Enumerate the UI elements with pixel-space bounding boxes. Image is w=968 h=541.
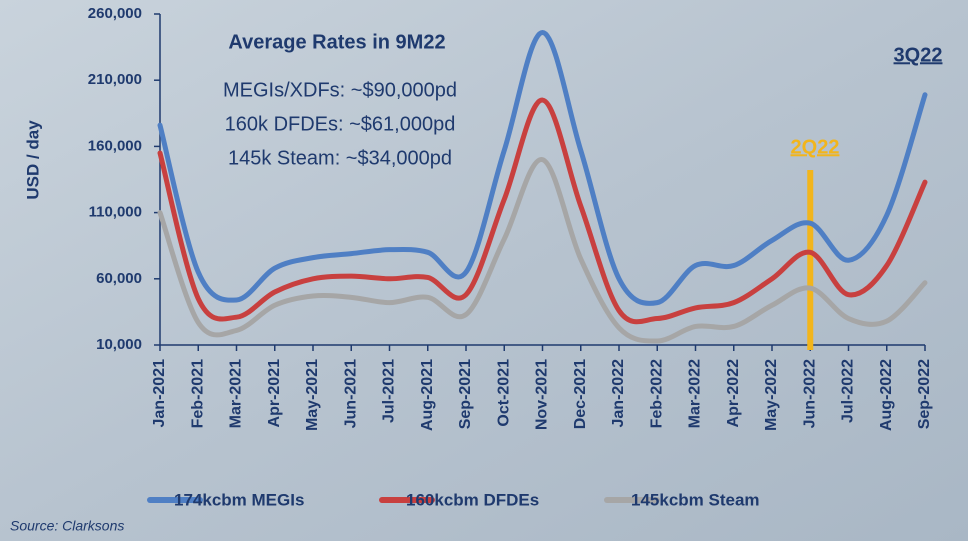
x-tick-label: Jan-2021 bbox=[151, 359, 168, 428]
series-line bbox=[157, 30, 928, 306]
annotation-title: Average Rates in 9M22 bbox=[228, 31, 445, 53]
legend-label: 160kcbm DFDEs bbox=[406, 490, 539, 509]
x-tick-label: Dec-2021 bbox=[572, 359, 589, 429]
x-tick-label: Jun-2022 bbox=[801, 359, 818, 428]
x-tick-label: Aug-2021 bbox=[419, 359, 436, 431]
series-line bbox=[157, 157, 928, 344]
source: Source: Clarksons bbox=[10, 518, 124, 534]
x-tick-label: Oct-2021 bbox=[495, 359, 512, 427]
x-tick-label: Feb-2022 bbox=[648, 359, 665, 428]
x-tick-label: Nov-2021 bbox=[534, 359, 551, 430]
annotation: MEGIs/XDFs: ~$90,000pd bbox=[223, 79, 457, 101]
x-tick-label: Apr-2022 bbox=[725, 359, 742, 428]
y-tick-label: 60,000 bbox=[96, 270, 142, 287]
x-tick-label: Jul-2021 bbox=[381, 359, 398, 423]
y-tick-label: 160,000 bbox=[88, 137, 142, 154]
y-tick-label: 210,000 bbox=[88, 71, 142, 88]
y-axis-label: USD / day bbox=[23, 120, 42, 200]
series-line bbox=[157, 97, 928, 325]
legend-label: 174kcbm MEGIs bbox=[174, 490, 304, 509]
x-tick-label: Sep-2021 bbox=[457, 359, 474, 429]
annotation: 145k Steam: ~$34,000pd bbox=[228, 147, 452, 169]
y-tick-label: 10,000 bbox=[96, 336, 142, 353]
x-tick-label: May-2022 bbox=[763, 359, 780, 431]
x-tick-label: May-2021 bbox=[304, 359, 321, 431]
x-tick-label: Mar-2022 bbox=[687, 359, 704, 428]
y-tick-label: 260,000 bbox=[88, 5, 142, 22]
annotation-3q22: 3Q22 bbox=[894, 44, 943, 66]
x-tick-label: Aug-2022 bbox=[878, 359, 895, 431]
x-tick-label: Jan-2022 bbox=[610, 359, 627, 428]
y-tick-label: 110,000 bbox=[89, 204, 142, 221]
x-tick-label: Apr-2021 bbox=[266, 359, 283, 428]
x-tick-label: Mar-2021 bbox=[228, 359, 245, 428]
x-tick-label: Jul-2022 bbox=[840, 359, 857, 423]
annotation-2q22: 2Q22 bbox=[791, 136, 840, 158]
annotation: 160k DFDEs: ~$61,000pd bbox=[225, 113, 456, 135]
x-tick-label: Sep-2022 bbox=[916, 359, 933, 429]
x-tick-label: Feb-2021 bbox=[189, 359, 206, 428]
x-tick-label: Jun-2021 bbox=[342, 359, 359, 428]
legend-label: 145kcbm Steam bbox=[631, 490, 760, 509]
